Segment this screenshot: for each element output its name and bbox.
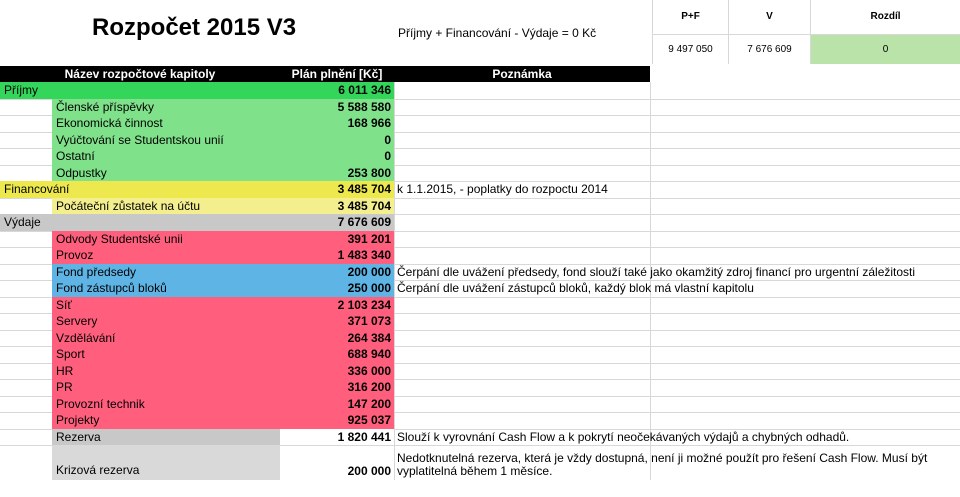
row-value: 336 000: [280, 362, 394, 379]
row-value: 2 103 234: [280, 296, 394, 313]
row-value: 7 676 609: [280, 214, 394, 231]
row-label: HR: [52, 362, 280, 379]
row-label: Provoz: [52, 247, 280, 264]
grid-hline: [0, 445, 960, 446]
row-value: 371 073: [280, 313, 394, 330]
row-note: Slouží k vyrovnání Cash Flow a k pokrytí…: [397, 429, 850, 444]
grid-hline: [0, 263, 960, 265]
row-value: 1 820 441: [280, 428, 394, 445]
grid-vline: [650, 82, 651, 480]
grid-hline: [0, 115, 960, 116]
page-title: Rozpočet 2015 V3: [92, 14, 297, 41]
row-label: Sport: [52, 346, 280, 363]
column-header-plan: Plán plnění [Kč]: [280, 66, 394, 82]
summary-value-diff: 0: [810, 34, 960, 64]
row-label: Fond zástupců bloků: [52, 280, 280, 297]
grid-hline: [0, 98, 960, 100]
row-value: 200 000: [280, 263, 394, 280]
row-value: 264 384: [280, 329, 394, 346]
row-value: 391 201: [280, 230, 394, 247]
grid-hline: [0, 181, 960, 182]
last-row-value: 200 000: [347, 464, 391, 478]
row-value: 147 200: [280, 395, 394, 412]
grid-hline: [0, 395, 960, 397]
last-row-note-2: vyplatitelná během 1 měsíce.: [397, 464, 553, 478]
grid-hline: [0, 329, 960, 331]
row-label: Servery: [52, 313, 280, 330]
grid-hline: [0, 197, 960, 199]
last-row-label: Krizová rezerva: [56, 463, 140, 477]
grid-hline: [0, 164, 960, 166]
summary-header-v: V: [728, 0, 810, 34]
grid-hline: [0, 148, 960, 149]
row-label: Fond předsedy: [52, 263, 280, 280]
summary-value-v: 7 676 609: [728, 34, 810, 64]
row-label: Odpustky: [52, 164, 280, 181]
row-note: Čerpání dle uvážení zástupců bloků, každ…: [397, 281, 754, 295]
row-label: Odvody Studentské unii: [52, 230, 280, 247]
grid-hline: [0, 280, 960, 281]
row-value: 688 940: [280, 346, 394, 363]
row-value: 168 966: [280, 115, 394, 132]
row-value: 0: [280, 131, 394, 148]
row-value: 5 588 580: [280, 98, 394, 115]
row-label: Projekty: [52, 412, 280, 429]
row-label: Provozní technik: [52, 395, 280, 412]
row-value: 3 485 704: [280, 197, 394, 214]
row-label: Vzdělávání: [52, 329, 280, 346]
row-label: Rezerva: [52, 428, 280, 445]
row-label: Vyúčtování se Studentskou unií: [52, 131, 280, 148]
balance-equation: Příjmy + Financování - Výdaje = 0 Kč: [398, 26, 597, 40]
row-value: 3 485 704: [280, 181, 394, 198]
grid-hline: [0, 214, 960, 215]
row-value: 0: [280, 148, 394, 165]
row-value: 6 011 346: [280, 82, 394, 99]
row-label: Počáteční zůstatek na účtu: [52, 197, 280, 214]
summary-value-pf: 9 497 050: [652, 34, 728, 64]
grid-hline: [0, 296, 960, 298]
grid-hline: [0, 412, 960, 413]
last-row-note-1: Nedotknutelná rezerva, která je vždy dos…: [397, 451, 928, 465]
row-value: 925 037: [280, 412, 394, 429]
row-note: k 1.1.2015, - poplatky do rozpoctu 2014: [397, 182, 608, 196]
summary-header-pf: P+F: [652, 0, 728, 34]
last-row-label-bg: Krizová rezerva: [52, 445, 280, 480]
grid-vline: [394, 82, 395, 480]
row-label: Výdaje: [0, 214, 280, 231]
row-value: 253 800: [280, 164, 394, 181]
row-value: 1 483 340: [280, 247, 394, 264]
row-value: 250 000: [280, 280, 394, 297]
grid-hline: [0, 230, 960, 232]
row-label: Financování: [0, 181, 280, 198]
summary-header-diff: Rozdíl: [810, 0, 960, 34]
column-header-note: Poznámka: [394, 66, 650, 82]
row-label: Příjmy: [0, 82, 280, 99]
row-label: PR: [52, 379, 280, 396]
grid-hline: [0, 428, 960, 430]
row-label: Síť: [52, 296, 280, 313]
grid-hline: [0, 247, 960, 248]
grid-hline: [0, 313, 960, 314]
row-note: Čerpání dle uvážení předsedy, fond slouž…: [397, 264, 916, 279]
row-label: Ostatní: [52, 148, 280, 165]
row-label: Ekonomická činnost: [52, 115, 280, 132]
grid-hline: [0, 379, 960, 380]
row-value: 316 200: [280, 379, 394, 396]
grid-hline: [0, 346, 960, 347]
grid-hline: [0, 131, 960, 133]
row-label: Členské příspěvky: [52, 98, 280, 115]
grid-hline: [0, 362, 960, 364]
column-header-name: Název rozpočtové kapitoly: [0, 66, 280, 82]
